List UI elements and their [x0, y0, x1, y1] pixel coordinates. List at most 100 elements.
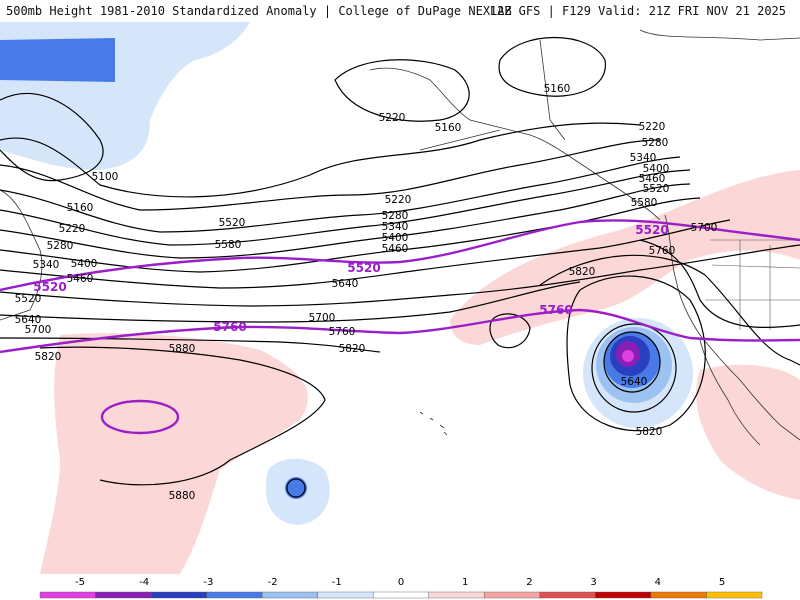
contour-line — [0, 337, 381, 353]
map-title: 500mb Height 1981-2010 Standardized Anom… — [6, 4, 512, 18]
contour-line — [0, 122, 641, 198]
climo-5760-line — [0, 308, 800, 354]
contour-line — [0, 219, 731, 289]
colorbar-swatch — [706, 591, 763, 599]
contour-line — [286, 478, 306, 498]
contour-label: 5760 — [649, 245, 676, 257]
contour-label: 5760 — [329, 326, 356, 338]
contour-line — [591, 323, 677, 413]
anomaly-colorbar: -5 -4 -3 -2 -1 0 1 2 3 4 5 — [0, 574, 800, 600]
anomaly-shading — [0, 22, 800, 574]
climo-label: 5760 — [213, 320, 246, 334]
colorbar-tick: 5 — [719, 577, 725, 588]
positive-anomaly-east-band — [450, 170, 800, 345]
colorbar-swatch — [206, 591, 263, 599]
contour-line — [0, 169, 691, 246]
contour-label: 5820 — [35, 351, 62, 363]
colorbar-swatch — [595, 591, 652, 599]
climo-label: 5760 — [539, 303, 572, 317]
contour-label: 5220 — [639, 121, 666, 133]
contour-line — [566, 275, 706, 432]
colorbar-tick: -4 — [139, 577, 149, 588]
colorbar-swatch — [539, 591, 596, 599]
colorbar-tick-labels: -5 -4 -3 -2 -1 0 1 2 3 4 5 — [75, 577, 725, 588]
colorbar-tick: -3 — [203, 577, 213, 588]
asia-coast — [0, 189, 43, 321]
contour-label: 5460 — [382, 243, 409, 255]
canada-coast — [539, 29, 800, 141]
colorbar-swatch — [39, 591, 96, 599]
colorbar-swatches — [39, 591, 763, 599]
map-header: 500mb Height 1981-2010 Standardized Anom… — [0, 0, 800, 22]
contour-label: 5520 — [15, 293, 42, 305]
contour-label: 5700 — [309, 312, 336, 324]
alaska-coast — [369, 67, 661, 221]
contour-label: 5400 — [71, 258, 98, 270]
contour-label: 5400 — [643, 163, 670, 175]
colorbar-swatch — [373, 591, 429, 599]
strong-negative-anomaly-north — [0, 38, 115, 82]
climo-label: 5520 — [347, 261, 380, 275]
climatology-contours — [0, 219, 800, 435]
contour-line — [0, 156, 681, 233]
contour-label: 5820 — [339, 343, 366, 355]
contour-label: 5400 — [382, 232, 409, 244]
colorbar-tick: -2 — [268, 577, 278, 588]
contour-label: 5220 — [379, 112, 406, 124]
colorbar-swatch — [317, 591, 374, 599]
contour-label: 5460 — [639, 173, 666, 185]
colorbar-tick: -1 — [332, 577, 342, 588]
colorbar-swatch — [261, 591, 318, 599]
contour-label: 5520 — [219, 217, 246, 229]
climo-label: 5520 — [635, 223, 668, 237]
contour-line — [39, 346, 326, 486]
colorbar-tick: 4 — [655, 577, 661, 588]
anomaly-map: 5160 5160 5220 5100 5160 5220 5280 5340 … — [0, 22, 800, 574]
colorbar-swatch — [650, 591, 707, 599]
contour-label: 5820 — [636, 426, 663, 438]
contour-label: 5640 — [621, 376, 648, 388]
colorbar-tick: 0 — [398, 577, 404, 588]
contour-label: 5640 — [15, 314, 42, 326]
contour-label: 5520 — [643, 183, 670, 195]
colorbar-tick: 2 — [526, 577, 532, 588]
state-borders — [705, 239, 800, 330]
contour-label: 5280 — [642, 137, 669, 149]
colorbar-swatch — [95, 591, 152, 599]
climo-label-group: 5520 5520 5520 5760 5760 — [33, 223, 668, 334]
positive-anomaly-south-pacific — [40, 333, 308, 574]
contour-line — [334, 59, 470, 122]
contour-label: 5160 — [67, 202, 94, 214]
contour-label: 5880 — [169, 343, 196, 355]
contour-label: 5160 — [544, 83, 571, 95]
contour-label-group: 5160 5160 5220 5100 5160 5220 5280 5340 … — [15, 83, 718, 502]
colorbar-swatch — [428, 591, 485, 599]
contour-line — [0, 281, 581, 323]
colorbar-tick: 3 — [590, 577, 596, 588]
contour-line — [603, 331, 661, 393]
hawaii-islands — [419, 411, 448, 436]
contour-label: 5580 — [631, 197, 658, 209]
contour-label: 5700 — [691, 222, 718, 234]
contour-label: 5700 — [25, 324, 52, 336]
climo-5520-line — [0, 219, 800, 292]
colorbar-swatch — [150, 591, 207, 599]
contour-label: 5340 — [382, 221, 409, 233]
contour-line — [0, 92, 104, 182]
contour-label: 5460 — [67, 273, 94, 285]
model-run-info: 12Z GFS | F129 Valid: 21Z FRI NOV 21 202… — [489, 4, 786, 18]
negative-anomaly-core-small — [285, 477, 307, 499]
climo-5880-loop — [100, 399, 180, 435]
contour-label: 5580 — [215, 239, 242, 251]
colorbar-swatch — [484, 591, 541, 599]
contour-label: 5160 — [435, 122, 462, 134]
contour-label: 5280 — [47, 240, 74, 252]
contour-label: 5820 — [569, 266, 596, 278]
contour-line — [639, 239, 800, 329]
contour-line — [539, 254, 800, 366]
contour-label: 5880 — [169, 490, 196, 502]
contour-label: 5220 — [59, 223, 86, 235]
contour-line — [0, 183, 691, 259]
colorbar-tick: 1 — [462, 577, 468, 588]
contour-label: 5220 — [385, 194, 412, 206]
